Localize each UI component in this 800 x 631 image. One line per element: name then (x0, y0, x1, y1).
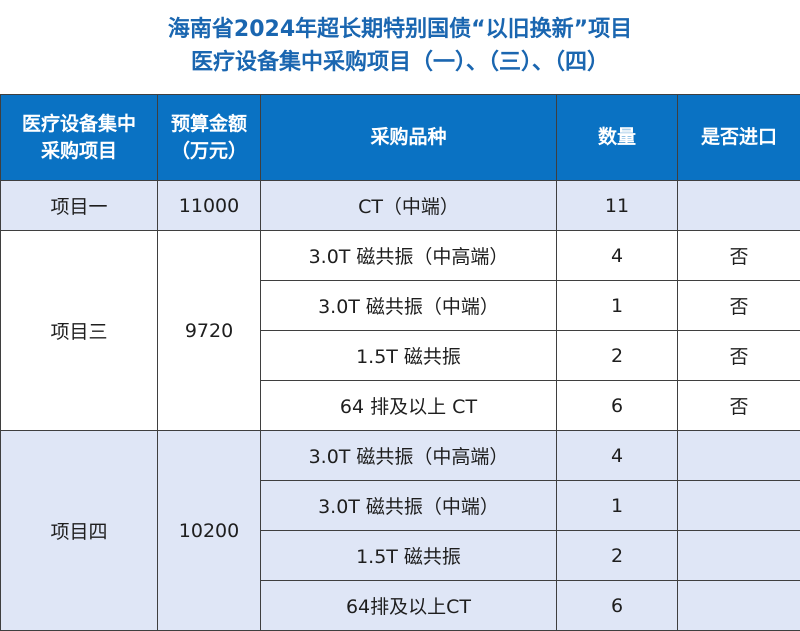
header-budget: 预算金额 （万元） (157, 94, 261, 181)
title-line-2: 医疗设备集中采购项目（一）、（三）、（四） (190, 50, 609, 75)
header-project: 医疗设备集中 采购项目 (0, 94, 158, 181)
title-line-1: 海南省2024年超长期特别国债“以旧换新”项目 (167, 17, 633, 42)
quantity-cell: 4 (556, 430, 678, 481)
imported-cell: 否 (677, 380, 800, 431)
project-cell: 项目三 (0, 230, 158, 431)
quantity-cell: 6 (556, 580, 678, 631)
header-imported: 是否进口 (677, 94, 800, 181)
budget-cell: 9720 (157, 230, 261, 431)
table-row: 项目一 11000 CT（中端） 11 (0, 180, 800, 231)
imported-cell (677, 580, 800, 631)
document-title: 海南省2024年超长期特别国债“以旧换新”项目 医疗设备集中采购项目（一）、（三… (0, 0, 800, 94)
project-cell: 项目四 (0, 430, 158, 631)
imported-cell (677, 480, 800, 531)
item-cell: 3.0T 磁共振（中高端） (260, 230, 557, 281)
imported-cell (677, 180, 800, 231)
budget-cell: 11000 (157, 180, 261, 231)
header-quantity: 数量 (556, 94, 678, 181)
imported-cell: 否 (677, 230, 800, 281)
header-budget-line-1: 预算金额 (170, 112, 247, 135)
table-row: 项目三 9720 3.0T 磁共振（中高端） 4 否 (0, 230, 800, 431)
item-cell: 3.0T 磁共振（中端） (260, 280, 557, 331)
quantity-cell: 6 (556, 380, 678, 431)
header-item: 采购品种 (260, 94, 557, 181)
item-cell: 64 排及以上 CT (260, 380, 557, 431)
budget-cell: 10200 (157, 430, 261, 631)
item-cell: 3.0T 磁共振（中高端） (260, 430, 557, 481)
quantity-cell: 1 (556, 480, 678, 531)
table-row: 项目四 10200 3.0T 磁共振（中高端） 4 (0, 430, 800, 631)
table-row: 3.0T 磁共振（中端） 1 否 (0, 280, 800, 331)
imported-cell: 否 (677, 280, 800, 331)
item-cell: 64排及以上CT (260, 580, 557, 631)
imported-cell: 否 (677, 330, 800, 381)
item-cell: 1.5T 磁共振 (260, 330, 557, 381)
item-cell: 3.0T 磁共振（中端） (260, 480, 557, 531)
item-cell: 1.5T 磁共振 (260, 530, 557, 581)
header-project-line-1: 医疗设备集中 (21, 112, 136, 135)
header-project-line-2: 采购项目 (40, 139, 117, 162)
quantity-cell: 11 (556, 180, 678, 231)
header-budget-line-2: （万元） (170, 139, 247, 162)
quantity-cell: 2 (556, 530, 678, 581)
quantity-cell: 1 (556, 280, 678, 331)
header-row: 医疗设备集中 采购项目 预算金额 （万元） 采购品种 数量 是否进口 (0, 94, 800, 181)
imported-cell (677, 530, 800, 581)
quantity-cell: 2 (556, 330, 678, 381)
project-cell: 项目一 (0, 180, 158, 231)
item-cell: CT（中端） (260, 180, 557, 231)
quantity-cell: 4 (556, 230, 678, 281)
imported-cell (677, 430, 800, 481)
procurement-table: 医疗设备集中 采购项目 预算金额 （万元） 采购品种 数量 是否进口 项目一 1… (0, 94, 800, 631)
